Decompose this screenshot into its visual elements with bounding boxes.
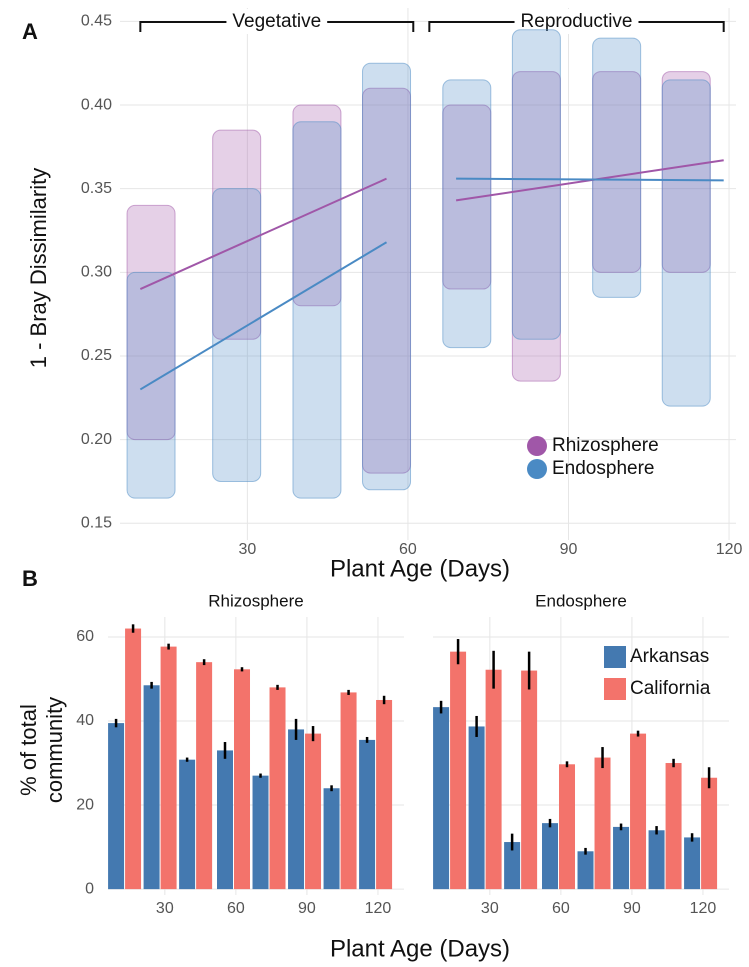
trend-line <box>139 177 387 290</box>
point-cloud <box>292 121 342 499</box>
bar <box>504 842 521 890</box>
bar <box>288 729 305 890</box>
point-cloud <box>661 79 711 407</box>
legend-label: Arkansas <box>630 646 709 667</box>
y-tick-label: 0.30 <box>81 264 112 281</box>
bar <box>359 739 376 890</box>
phase-label: Vegetative <box>232 11 321 32</box>
bar <box>594 757 611 890</box>
legend-label: Endosphere <box>552 458 654 479</box>
x-tick-label: 90 <box>623 900 641 917</box>
facet-title: Endosphere <box>535 591 627 610</box>
x-tick-label: 90 <box>298 900 316 917</box>
legend-marker <box>527 459 547 479</box>
bar <box>305 733 322 890</box>
phase-label: Reproductive <box>521 11 633 32</box>
y-tick-label: 0 <box>85 880 94 897</box>
x-tick-label: 90 <box>560 541 578 558</box>
bar <box>701 777 718 890</box>
x-tick-label: 30 <box>156 900 174 917</box>
point-cloud <box>511 29 561 340</box>
x-tick-label: 120 <box>716 541 743 558</box>
bar <box>559 764 576 890</box>
legend-label: California <box>630 678 711 699</box>
trend-line <box>139 241 388 391</box>
y-tick-label: 20 <box>76 796 94 813</box>
bar <box>252 775 269 890</box>
bar <box>340 692 357 890</box>
bar <box>577 851 594 890</box>
x-tick-label: 60 <box>399 541 417 558</box>
bar <box>234 669 251 890</box>
bar <box>108 723 125 890</box>
y-tick-label: 0.35 <box>81 180 112 197</box>
x-tick-label: 120 <box>690 900 717 917</box>
x-tick-label: 30 <box>481 900 499 917</box>
point-cloud <box>126 271 176 499</box>
bar <box>521 670 538 890</box>
point-cloud <box>592 37 642 298</box>
y-tick-label: 0.15 <box>81 514 112 531</box>
bar <box>196 662 213 890</box>
point-cloud <box>212 188 262 482</box>
bar <box>468 726 485 890</box>
x-axis-label: Plant Age (Days) <box>330 935 510 962</box>
x-axis-label: Plant Age (Days) <box>330 555 510 582</box>
point-cloud <box>442 79 492 349</box>
phase-label-bg <box>226 9 328 35</box>
y-tick-label: 60 <box>76 628 94 645</box>
legend-label: Rhizosphere <box>552 435 659 456</box>
y-axis-label: community <box>42 697 67 803</box>
panel-label: A <box>22 19 38 44</box>
bar <box>179 759 196 890</box>
bar <box>143 685 160 890</box>
bar <box>160 646 177 890</box>
y-axis-label: 1 - Bray Dissimilarity <box>26 168 51 368</box>
legend-marker <box>527 436 547 456</box>
bar <box>684 837 701 890</box>
y-tick-label: 40 <box>76 712 94 729</box>
y-tick-label: 0.40 <box>81 96 112 113</box>
panel-label: B <box>22 566 38 591</box>
y-tick-label: 0.20 <box>81 431 112 448</box>
bar <box>648 830 665 890</box>
bar <box>433 707 450 890</box>
bar <box>630 733 647 890</box>
bar <box>376 699 393 890</box>
bar <box>450 651 467 890</box>
bar <box>613 826 630 890</box>
x-tick-label: 60 <box>227 900 245 917</box>
trend-line <box>456 177 724 182</box>
bar <box>485 669 502 890</box>
y-tick-label: 0.45 <box>81 13 112 30</box>
legend-swatch <box>604 646 626 668</box>
x-tick-label: 30 <box>238 541 256 558</box>
bar <box>542 823 559 890</box>
bar <box>217 750 234 890</box>
point-cloud <box>362 62 412 491</box>
y-tick-label: 0.25 <box>81 347 112 364</box>
x-tick-label: 120 <box>365 900 392 917</box>
bar <box>269 687 286 890</box>
bar <box>665 763 682 890</box>
legend-swatch <box>604 678 626 700</box>
x-tick-label: 60 <box>552 900 570 917</box>
y-axis-label: % of total <box>16 704 41 796</box>
facet-title: Rhizosphere <box>208 591 303 610</box>
bar <box>323 788 340 890</box>
bar <box>125 628 142 890</box>
